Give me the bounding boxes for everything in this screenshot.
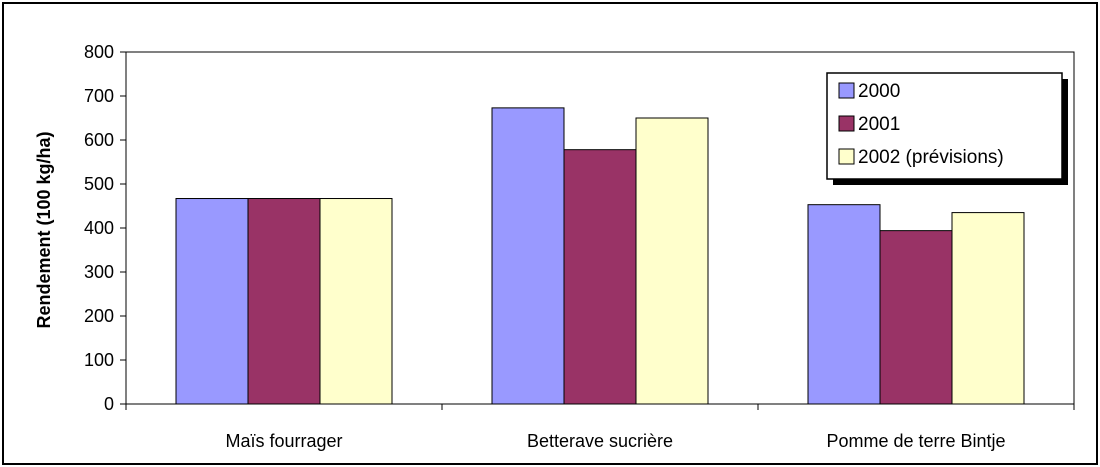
bar: [247, 198, 321, 405]
bar: [807, 204, 881, 405]
y-axis-title: Rendement (100 kg/ha): [34, 131, 54, 328]
y-tick-label: 500: [84, 174, 114, 194]
legend-box: [826, 72, 1063, 180]
y-axis: 0 100 200 300 400 500 600 700 800: [84, 42, 126, 414]
bar: [319, 198, 393, 405]
legend-label: 2000: [858, 81, 900, 102]
legend-label: 2001: [858, 114, 900, 135]
bar: [563, 149, 637, 405]
bar: [951, 212, 1025, 405]
bars-group: [175, 107, 1025, 405]
y-tick-label: 700: [84, 86, 114, 106]
bar: [635, 117, 709, 405]
legend-swatch: [838, 148, 855, 165]
legend-swatch: [838, 82, 855, 99]
y-tick-label: 200: [84, 306, 114, 326]
x-category-label: Betterave sucrière: [527, 431, 673, 451]
legend-label: 2002 (prévisions): [858, 147, 1004, 168]
legend-swatch: [838, 115, 855, 132]
y-tick-label: 100: [84, 350, 114, 370]
y-tick-label: 800: [84, 42, 114, 62]
bar: [879, 230, 953, 405]
bar: [175, 198, 249, 405]
legend: 2000 2001 2002 (prévisions): [826, 72, 1068, 185]
y-tick-label: 600: [84, 130, 114, 150]
y-tick-label: 400: [84, 218, 114, 238]
y-tick-label: 0: [104, 394, 114, 414]
x-category-label: Maïs fourrager: [225, 431, 342, 451]
y-tick-label: 300: [84, 262, 114, 282]
x-category-label: Pomme de terre Bintje: [826, 431, 1005, 451]
bar: [491, 107, 565, 405]
x-axis: Maïs fourrager Betterave sucrière Pomme de…: [125, 404, 1075, 451]
